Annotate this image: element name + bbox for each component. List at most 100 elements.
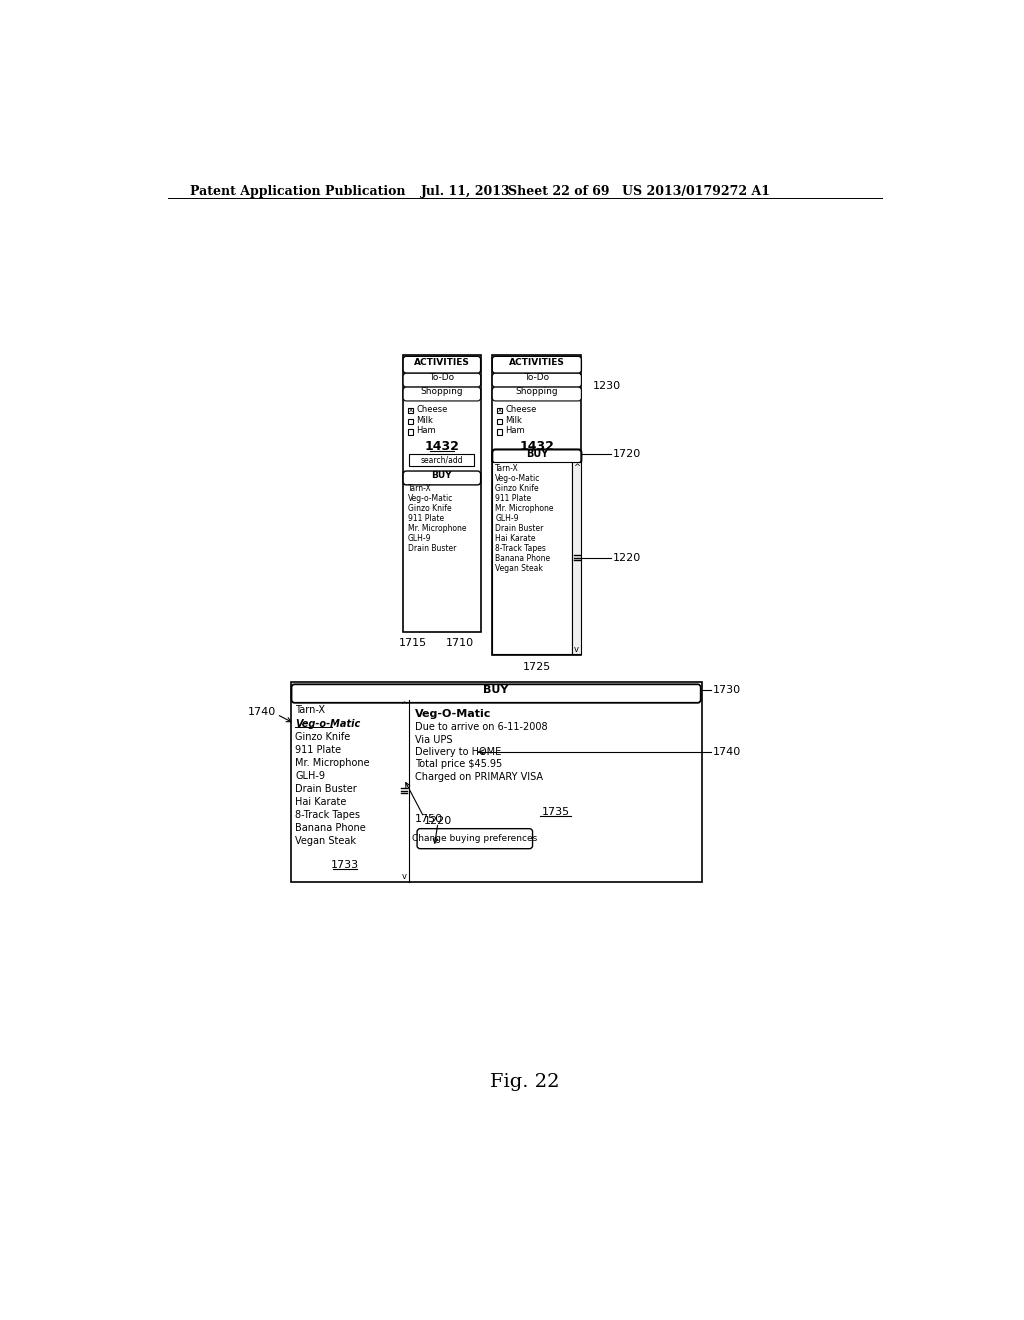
- FancyBboxPatch shape: [403, 471, 480, 484]
- Text: 1720: 1720: [612, 449, 641, 459]
- Bar: [403, 355, 480, 632]
- Text: Vegan Steak: Vegan Steak: [496, 565, 543, 573]
- Bar: [493, 355, 582, 655]
- Text: 1735: 1735: [542, 808, 569, 817]
- Text: 1715: 1715: [399, 639, 427, 648]
- Text: 1220: 1220: [424, 816, 453, 826]
- FancyBboxPatch shape: [493, 387, 582, 401]
- Text: Drain Buster: Drain Buster: [408, 544, 456, 553]
- Text: 911 Plate: 911 Plate: [496, 494, 531, 503]
- Text: Ham: Ham: [506, 426, 525, 436]
- Text: ^: ^: [573, 463, 581, 471]
- Text: Veg-O-Matic: Veg-O-Matic: [415, 709, 492, 719]
- Text: Hai Karate: Hai Karate: [295, 797, 347, 807]
- Text: Patent Application Publication: Patent Application Publication: [190, 185, 406, 198]
- Text: Ginzo Knife: Ginzo Knife: [295, 731, 350, 742]
- Text: 1733: 1733: [331, 861, 359, 870]
- Text: Banana Phone: Banana Phone: [496, 554, 551, 564]
- Text: 1750: 1750: [415, 813, 442, 824]
- Text: ^: ^: [400, 701, 408, 710]
- Text: 1220: 1220: [612, 553, 641, 562]
- Text: To-Do: To-Do: [429, 374, 455, 383]
- Text: GLH-9: GLH-9: [496, 515, 519, 523]
- Text: Via UPS: Via UPS: [415, 735, 453, 744]
- Text: 1740: 1740: [248, 708, 276, 717]
- Text: Ginzo Knife: Ginzo Knife: [496, 484, 539, 494]
- Text: Jul. 11, 2013: Jul. 11, 2013: [421, 185, 511, 198]
- Text: 8-Track Tapes: 8-Track Tapes: [295, 810, 360, 820]
- Text: Milk: Milk: [417, 416, 433, 425]
- Text: Mr. Microphone: Mr. Microphone: [295, 758, 370, 768]
- Text: Due to arrive on 6-11-2008: Due to arrive on 6-11-2008: [415, 722, 548, 733]
- Text: 1740: 1740: [713, 747, 740, 758]
- Text: To-Do: To-Do: [524, 374, 549, 383]
- Text: v: v: [401, 873, 407, 882]
- Text: Delivery to HOME: Delivery to HOME: [415, 747, 501, 758]
- Text: BUY: BUY: [483, 685, 509, 696]
- Text: 1730: 1730: [713, 685, 740, 696]
- Text: 1230: 1230: [593, 380, 622, 391]
- Text: Shopping: Shopping: [515, 387, 558, 396]
- FancyBboxPatch shape: [403, 387, 480, 401]
- Text: Drain Buster: Drain Buster: [295, 784, 357, 795]
- Bar: [408, 418, 414, 424]
- Bar: [497, 418, 503, 424]
- Text: Mr. Microphone: Mr. Microphone: [408, 524, 466, 533]
- Text: Cheese: Cheese: [506, 405, 537, 414]
- Text: Fig. 22: Fig. 22: [490, 1073, 559, 1092]
- FancyBboxPatch shape: [493, 356, 582, 374]
- FancyBboxPatch shape: [417, 829, 532, 849]
- Bar: [410, 454, 474, 466]
- Text: Banana Phone: Banana Phone: [295, 824, 367, 833]
- Text: 911 Plate: 911 Plate: [408, 515, 443, 523]
- Text: GLH-9: GLH-9: [295, 771, 326, 781]
- FancyBboxPatch shape: [403, 356, 480, 374]
- Bar: [497, 429, 503, 434]
- Text: Tarn-X: Tarn-X: [408, 484, 431, 494]
- Text: Mr. Microphone: Mr. Microphone: [496, 504, 554, 513]
- Text: Ham: Ham: [417, 426, 436, 436]
- FancyBboxPatch shape: [493, 449, 582, 463]
- Text: Veg-o-Matic: Veg-o-Matic: [295, 718, 360, 729]
- Bar: [497, 408, 503, 413]
- FancyBboxPatch shape: [292, 684, 700, 702]
- Text: Tarn-X: Tarn-X: [295, 705, 326, 715]
- Text: v: v: [574, 645, 580, 655]
- Text: Total price $45.95: Total price $45.95: [415, 759, 502, 770]
- Text: x: x: [409, 407, 413, 413]
- Text: 1432: 1432: [424, 440, 460, 453]
- FancyBboxPatch shape: [493, 374, 582, 387]
- Text: Veg-o-Matic: Veg-o-Matic: [408, 494, 454, 503]
- Text: US 2013/0179272 A1: US 2013/0179272 A1: [623, 185, 770, 198]
- Text: Shopping: Shopping: [421, 387, 463, 396]
- Bar: [572, 462, 582, 653]
- Text: 1432: 1432: [519, 440, 554, 453]
- FancyBboxPatch shape: [403, 374, 480, 387]
- Text: Cheese: Cheese: [417, 405, 447, 414]
- Text: 8-Track Tapes: 8-Track Tapes: [496, 544, 546, 553]
- Text: Ginzo Knife: Ginzo Knife: [408, 504, 452, 513]
- Text: ACTIVITIES: ACTIVITIES: [414, 358, 470, 367]
- Text: Change buying preferences: Change buying preferences: [413, 834, 538, 843]
- Text: 1710: 1710: [445, 639, 474, 648]
- Text: Hai Karate: Hai Karate: [496, 535, 536, 544]
- Text: BUY: BUY: [431, 471, 453, 480]
- Text: GLH-9: GLH-9: [408, 535, 431, 544]
- Text: Vegan Steak: Vegan Steak: [295, 837, 356, 846]
- Bar: [408, 429, 414, 434]
- Bar: [408, 408, 414, 413]
- Text: x: x: [498, 407, 502, 413]
- Text: ACTIVITIES: ACTIVITIES: [509, 358, 565, 367]
- Text: search/add: search/add: [421, 455, 463, 465]
- Text: Tarn-X: Tarn-X: [496, 465, 519, 473]
- Text: 911 Plate: 911 Plate: [295, 744, 342, 755]
- Text: Sheet 22 of 69: Sheet 22 of 69: [508, 185, 609, 198]
- Bar: [493, 462, 572, 653]
- Text: 1725: 1725: [522, 661, 551, 672]
- Text: Drain Buster: Drain Buster: [496, 524, 544, 533]
- Bar: [291, 682, 701, 882]
- Text: Milk: Milk: [506, 416, 522, 425]
- Text: BUY: BUY: [525, 449, 548, 459]
- Text: Charged on PRIMARY VISA: Charged on PRIMARY VISA: [415, 772, 543, 781]
- Text: Veg-o-Matic: Veg-o-Matic: [496, 474, 541, 483]
